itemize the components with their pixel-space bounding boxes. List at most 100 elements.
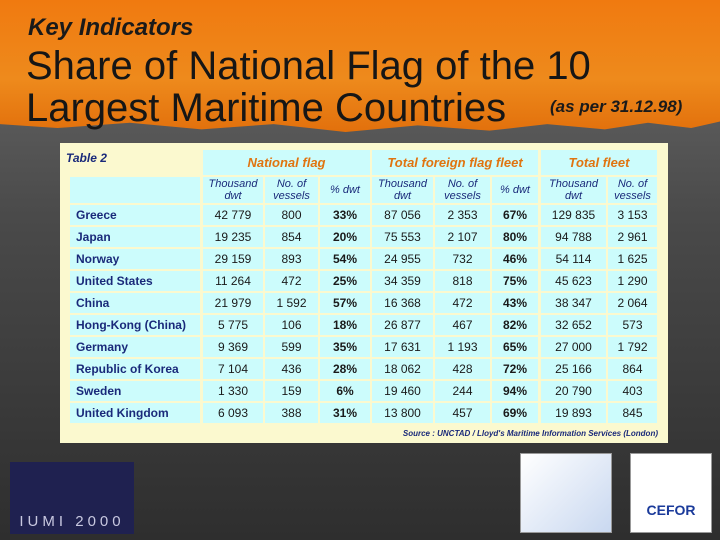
column-header: Thousand dwt: [541, 177, 606, 203]
table-cell: 467: [435, 315, 490, 335]
table-cell: 75%: [492, 271, 538, 291]
table-cell: 26 877: [372, 315, 433, 335]
table-cell: 20%: [320, 227, 370, 247]
table-cell: 87 056: [372, 205, 433, 225]
table-cell: 436: [265, 359, 318, 379]
table-cell: 18%: [320, 315, 370, 335]
table-cell: 573: [608, 315, 657, 335]
table-cell: 94%: [492, 381, 538, 401]
table-label: Table 2: [66, 151, 107, 165]
table-cell: 72%: [492, 359, 538, 379]
row-label: Sweden: [70, 381, 200, 401]
table-cell: 38 347: [541, 293, 606, 313]
table-cell: 17 631: [372, 337, 433, 357]
table-cell: 16 368: [372, 293, 433, 313]
table-cell: 54 114: [541, 249, 606, 269]
table-cell: 82%: [492, 315, 538, 335]
table-cell: 893: [265, 249, 318, 269]
column-header: No. of vessels: [435, 177, 490, 203]
column-header: No. of vessels: [608, 177, 657, 203]
table-cell: 5 775: [203, 315, 263, 335]
title: Share of National Flag of the 10: [26, 44, 591, 88]
table-cell: 65%: [492, 337, 538, 357]
table-cell: 25 166: [541, 359, 606, 379]
row-label: Hong-Kong (China): [70, 315, 200, 335]
table-cell: 21 979: [203, 293, 263, 313]
table-cell: 35%: [320, 337, 370, 357]
table-cell: 6%: [320, 381, 370, 401]
row-label: United States: [70, 271, 200, 291]
table-cell: 106: [265, 315, 318, 335]
table-cell: 457: [435, 403, 490, 423]
table-cell: 13 800: [372, 403, 433, 423]
table-cell: 19 460: [372, 381, 433, 401]
table-cell: 25%: [320, 271, 370, 291]
table-cell: 11 264: [203, 271, 263, 291]
table-cell: 45 623: [541, 271, 606, 291]
column-header: No. of vessels: [265, 177, 318, 203]
table-cell: 1 792: [608, 337, 657, 357]
table-cell: 46%: [492, 249, 538, 269]
table-cell: 19 893: [541, 403, 606, 423]
table-cell: 845: [608, 403, 657, 423]
column-header: % dwt: [320, 177, 370, 203]
logo: [520, 453, 612, 533]
table-cell: 9 369: [203, 337, 263, 357]
table-cell: 159: [265, 381, 318, 401]
table-cell: 69%: [492, 403, 538, 423]
source: Source : UNCTAD / Lloyd's Maritime Infor…: [402, 429, 658, 438]
table-cell: 32 652: [541, 315, 606, 335]
table-cell: 599: [265, 337, 318, 357]
column-header: % dwt: [492, 177, 538, 203]
date-note: (as per 31.12.98): [550, 97, 683, 116]
table-cell: 57%: [320, 293, 370, 313]
table-cell: 1 330: [203, 381, 263, 401]
table-cell: 854: [265, 227, 318, 247]
column-header: Thousand dwt: [372, 177, 433, 203]
row-label: Norway: [70, 249, 200, 269]
row-label: United Kingdom: [70, 403, 200, 423]
table-cell: 388: [265, 403, 318, 423]
kicker: Key Indicators: [28, 14, 194, 41]
group-header: Total fleet: [541, 150, 657, 175]
table-cell: 800: [265, 205, 318, 225]
row-label: Greece: [70, 205, 200, 225]
table-cell: 129 835: [541, 205, 606, 225]
group-header: National flag: [203, 150, 370, 175]
table-cell: 20 790: [541, 381, 606, 401]
row-label: Japan: [70, 227, 200, 247]
table-cell: 29 159: [203, 249, 263, 269]
table-cell: 34 359: [372, 271, 433, 291]
table-cell: 67%: [492, 205, 538, 225]
table-cell: 3 153: [608, 205, 657, 225]
column-header: Thousand dwt: [203, 177, 263, 203]
table-cell: 2 107: [435, 227, 490, 247]
banner: [0, 0, 720, 132]
table-cell: 1 193: [435, 337, 490, 357]
logo: CEFOR: [630, 453, 712, 533]
table-cell: 31%: [320, 403, 370, 423]
table-cell: 818: [435, 271, 490, 291]
corner-cell: [70, 177, 200, 203]
title: Largest Maritime Countries: [26, 86, 507, 130]
table-cell: 42 779: [203, 205, 263, 225]
table-cell: 6 093: [203, 403, 263, 423]
table-cell: 244: [435, 381, 490, 401]
table-cell: 1 625: [608, 249, 657, 269]
table-cell: 403: [608, 381, 657, 401]
table-cell: 864: [608, 359, 657, 379]
table-cell: 54%: [320, 249, 370, 269]
table-cell: 94 788: [541, 227, 606, 247]
table-cell: 18 062: [372, 359, 433, 379]
row-label: China: [70, 293, 200, 313]
table-cell: 33%: [320, 205, 370, 225]
table-cell: 2 353: [435, 205, 490, 225]
table-cell: 28%: [320, 359, 370, 379]
table-cell: 732: [435, 249, 490, 269]
table-cell: 43%: [492, 293, 538, 313]
table-cell: 7 104: [203, 359, 263, 379]
table-cell: 27 000: [541, 337, 606, 357]
table-cell: 1 290: [608, 271, 657, 291]
table-cell: 80%: [492, 227, 538, 247]
